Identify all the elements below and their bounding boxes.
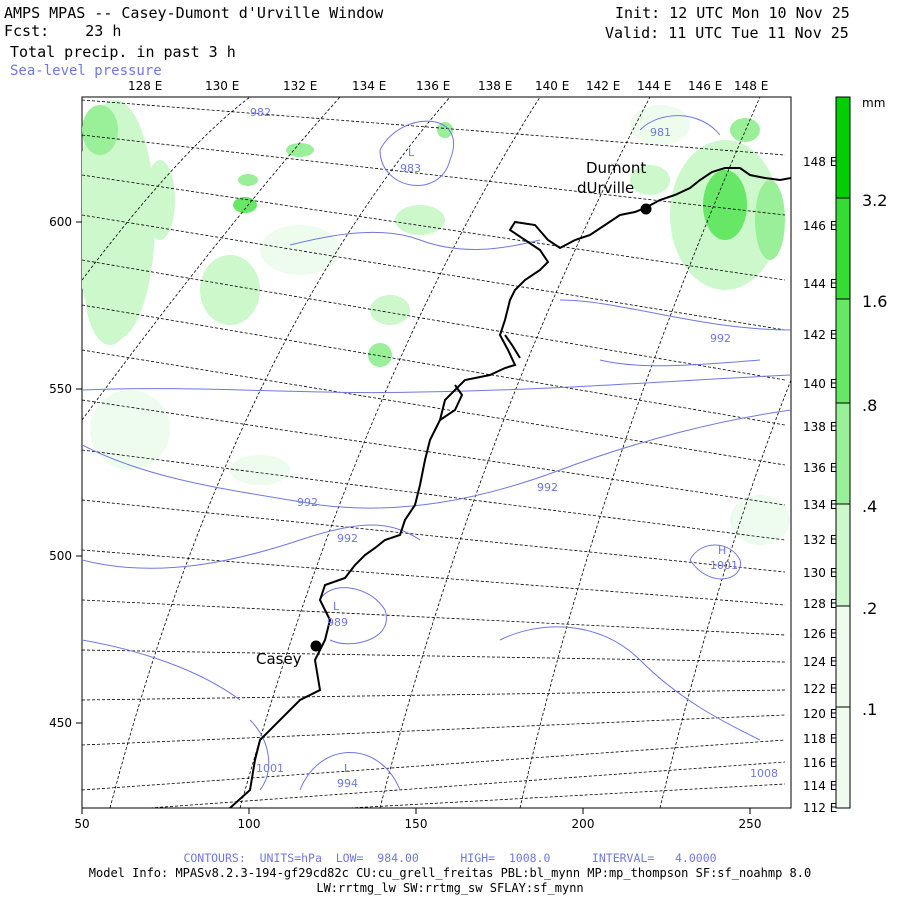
svg-text:136 E: 136 E xyxy=(803,461,837,475)
svg-text:981: 981 xyxy=(650,126,671,139)
svg-text:118 E: 118 E xyxy=(803,732,837,746)
svg-text:146 E: 146 E xyxy=(688,79,722,93)
svg-text:50: 50 xyxy=(74,817,89,831)
svg-text:.8: .8 xyxy=(862,396,877,415)
svg-text:994: 994 xyxy=(337,777,358,790)
svg-text:600: 600 xyxy=(49,215,72,229)
svg-text:144 E: 144 E xyxy=(637,79,671,93)
svg-text:L: L xyxy=(408,146,415,159)
svg-text:992: 992 xyxy=(337,532,358,545)
svg-text:146 E: 146 E xyxy=(803,219,837,233)
svg-text:134 E: 134 E xyxy=(352,79,386,93)
coastline xyxy=(229,167,791,808)
svg-text:140 E: 140 E xyxy=(535,79,569,93)
svg-text:H: H xyxy=(718,544,726,557)
svg-text:500: 500 xyxy=(49,549,72,563)
colorbar-swatch-1-6 xyxy=(836,198,850,299)
y-axis-ticks xyxy=(76,221,82,724)
svg-text:130 E: 130 E xyxy=(205,79,239,93)
init-time: Init: 12 UTC Mon 10 Nov 25 xyxy=(615,4,850,22)
station-dumont-durville: Dumont dUrville xyxy=(577,159,652,215)
station-label-2: dUrville xyxy=(577,179,634,197)
colorbar-labels: 3.2 1.6 .8 .4 .2 .1 xyxy=(862,191,887,719)
svg-text:200: 200 xyxy=(572,817,595,831)
svg-text:138 E: 138 E xyxy=(478,79,512,93)
svg-text:.2: .2 xyxy=(862,599,877,618)
model-info-2: LW:rrtmg_lw SW:rrtmg_sw SFLAY:sf_mynn xyxy=(316,881,584,895)
station-label: Casey xyxy=(256,650,302,668)
svg-text:142 E: 142 E xyxy=(586,79,620,93)
svg-text:122 E: 122 E xyxy=(803,682,837,696)
pressure-contours xyxy=(82,115,791,791)
svg-text:992: 992 xyxy=(537,481,558,494)
colorbar-swatch-0-4 xyxy=(836,403,850,504)
svg-text:134 E: 134 E xyxy=(803,498,837,512)
svg-text:1.6: 1.6 xyxy=(862,292,887,311)
colorbar-swatch-0-2 xyxy=(836,504,850,606)
svg-text:550: 550 xyxy=(49,382,72,396)
svg-text:.1: .1 xyxy=(862,700,877,719)
colorbar-units: mm xyxy=(862,96,885,110)
svg-text:138 E: 138 E xyxy=(803,420,837,434)
forecast-hour: Fcst: 23 h xyxy=(4,22,122,40)
contour-info: CONTOURS: UNITS=hPa LOW= 984.00 HIGH= 10… xyxy=(183,851,717,865)
svg-text:120 E: 120 E xyxy=(803,707,837,721)
svg-text:124 E: 124 E xyxy=(803,655,837,669)
svg-text:114 E: 114 E xyxy=(803,779,837,793)
svg-text:450: 450 xyxy=(49,716,72,730)
longitude-lines xyxy=(82,99,786,808)
svg-text:142 E: 142 E xyxy=(803,328,837,342)
svg-text:1001: 1001 xyxy=(256,762,284,775)
svg-text:148 E: 148 E xyxy=(734,79,768,93)
x-axis-ticks xyxy=(81,808,751,814)
colorbar-swatch-3-2 xyxy=(836,97,850,198)
svg-text:1001: 1001 xyxy=(710,559,738,572)
svg-text:989: 989 xyxy=(327,616,348,629)
svg-text:100: 100 xyxy=(238,817,261,831)
svg-text:128 E: 128 E xyxy=(803,597,837,611)
svg-text:126 E: 126 E xyxy=(803,627,837,641)
svg-text:136 E: 136 E xyxy=(416,79,450,93)
svg-text:.4: .4 xyxy=(862,497,877,516)
svg-text:148 E: 148 E xyxy=(803,155,837,169)
top-longitude-labels: 128 E 130 E 132 E 134 E 136 E 138 E 140 … xyxy=(128,79,768,93)
right-longitude-labels: 148 E 146 E 144 E 142 E 140 E 138 E 136 … xyxy=(803,155,837,815)
svg-text:144 E: 144 E xyxy=(803,277,837,291)
svg-text:140 E: 140 E xyxy=(803,377,837,391)
field-name: Total precip. in past 3 h xyxy=(10,43,236,61)
svg-text:250: 250 xyxy=(739,817,762,831)
svg-text:982: 982 xyxy=(250,106,271,119)
svg-text:132 E: 132 E xyxy=(803,533,837,547)
svg-text:3.2: 3.2 xyxy=(862,191,887,210)
svg-text:1008: 1008 xyxy=(750,767,778,780)
svg-text:132 E: 132 E xyxy=(283,79,317,93)
valid-time: Valid: 11 UTC Tue 11 Nov 25 xyxy=(605,24,849,42)
station-casey: Casey xyxy=(256,640,322,668)
svg-text:130 E: 130 E xyxy=(803,566,837,580)
colorbar-swatch-0-8 xyxy=(836,299,850,403)
svg-text:128 E: 128 E xyxy=(128,79,162,93)
x-axis-labels: 50 100 150 200 250 xyxy=(74,817,761,831)
station-marker xyxy=(310,640,322,652)
svg-text:116 E: 116 E xyxy=(803,756,837,770)
station-label: Dumont xyxy=(586,159,646,177)
svg-text:992: 992 xyxy=(710,332,731,345)
svg-text:983: 983 xyxy=(400,162,421,175)
pressure-labels: 982 L 983 981 992 992 992 992 L 989 1001… xyxy=(250,106,778,790)
station-marker xyxy=(640,203,652,215)
svg-text:L: L xyxy=(344,762,351,775)
svg-text:L: L xyxy=(333,600,340,613)
svg-text:992: 992 xyxy=(297,496,318,509)
model-info: Model Info: MPASv8.2.3-194-gf29cd82c CU:… xyxy=(88,866,812,880)
overlay-name: Sea-level pressure xyxy=(10,63,162,79)
colorbar: mm 3.2 1.6 .8 .4 .2 .1 xyxy=(835,96,887,809)
map-title: AMPS MPAS -- Casey-Dumont d'Urville Wind… xyxy=(4,4,384,22)
y-axis-labels: 600 550 500 450 xyxy=(49,215,72,730)
svg-text:150: 150 xyxy=(405,817,428,831)
svg-text:112 E: 112 E xyxy=(803,801,837,815)
